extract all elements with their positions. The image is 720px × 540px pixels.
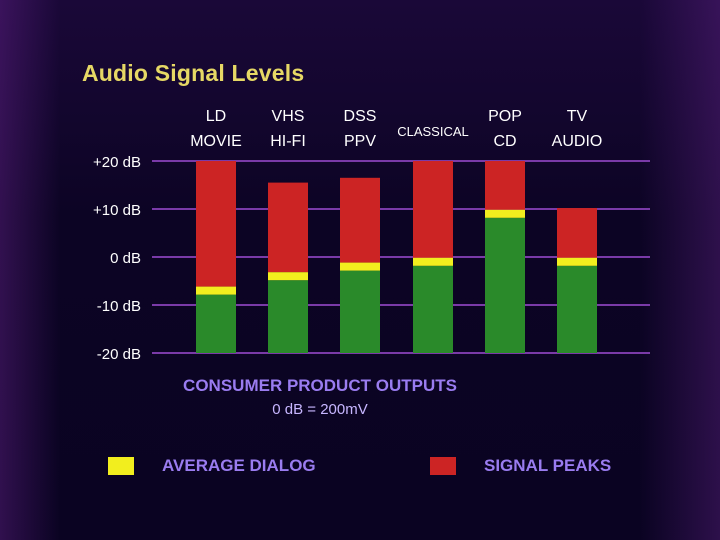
bar-average-dialog xyxy=(268,272,308,281)
category-label: HI-FI xyxy=(270,133,306,150)
bar-average-dialog xyxy=(196,286,236,295)
category-label: DSS xyxy=(344,108,377,125)
legend-swatch-average-dialog xyxy=(108,457,134,475)
category-label: CLASSICAL xyxy=(397,124,469,139)
bar-signal-peak xyxy=(413,161,453,258)
bar-signal-peak xyxy=(196,161,236,287)
y-tick-label: -20 dB xyxy=(97,346,141,363)
chart-title: Audio Signal Levels xyxy=(82,60,305,86)
category-label: VHS xyxy=(272,108,305,125)
bar-body xyxy=(485,217,525,353)
bar-average-dialog xyxy=(340,262,380,271)
bar-body xyxy=(413,265,453,353)
bar-average-dialog xyxy=(557,257,597,266)
legend-label-signal-peaks: SIGNAL PEAKS xyxy=(484,456,612,475)
category-label: PPV xyxy=(344,133,376,150)
legend-swatch-signal-peaks xyxy=(430,457,456,475)
legend-item-signal-peaks: SIGNAL PEAKS xyxy=(430,456,611,476)
chart-caption: CONSUMER PRODUCT OUTPUTS xyxy=(183,376,457,395)
y-tick-label: 0 dB xyxy=(110,250,141,267)
bar-body xyxy=(340,270,380,353)
legend-item-average-dialog: AVERAGE DIALOG xyxy=(108,456,316,476)
bar-signal-peak xyxy=(340,177,380,263)
bar-average-dialog xyxy=(485,209,525,218)
chart-subcaption: 0 dB = 200mV xyxy=(272,401,368,418)
y-tick-label: +20 dB xyxy=(93,154,141,171)
category-label: POP xyxy=(488,108,522,125)
category-label: AUDIO xyxy=(552,133,603,150)
bar-body xyxy=(268,280,308,353)
category-label: LD xyxy=(206,108,226,125)
legend-label-average-dialog: AVERAGE DIALOG xyxy=(162,456,316,475)
category-label: MOVIE xyxy=(190,133,242,150)
bar-body xyxy=(557,265,597,353)
bar-signal-peak xyxy=(268,182,308,273)
y-tick-label: +10 dB xyxy=(93,202,141,219)
bar-average-dialog xyxy=(413,257,453,266)
y-tick-label: -10 dB xyxy=(97,298,141,315)
category-label: CD xyxy=(493,133,516,150)
category-label: TV xyxy=(567,108,588,125)
bar-signal-peak xyxy=(557,208,597,258)
bar-body xyxy=(196,294,236,353)
bar-signal-peak xyxy=(485,161,525,210)
